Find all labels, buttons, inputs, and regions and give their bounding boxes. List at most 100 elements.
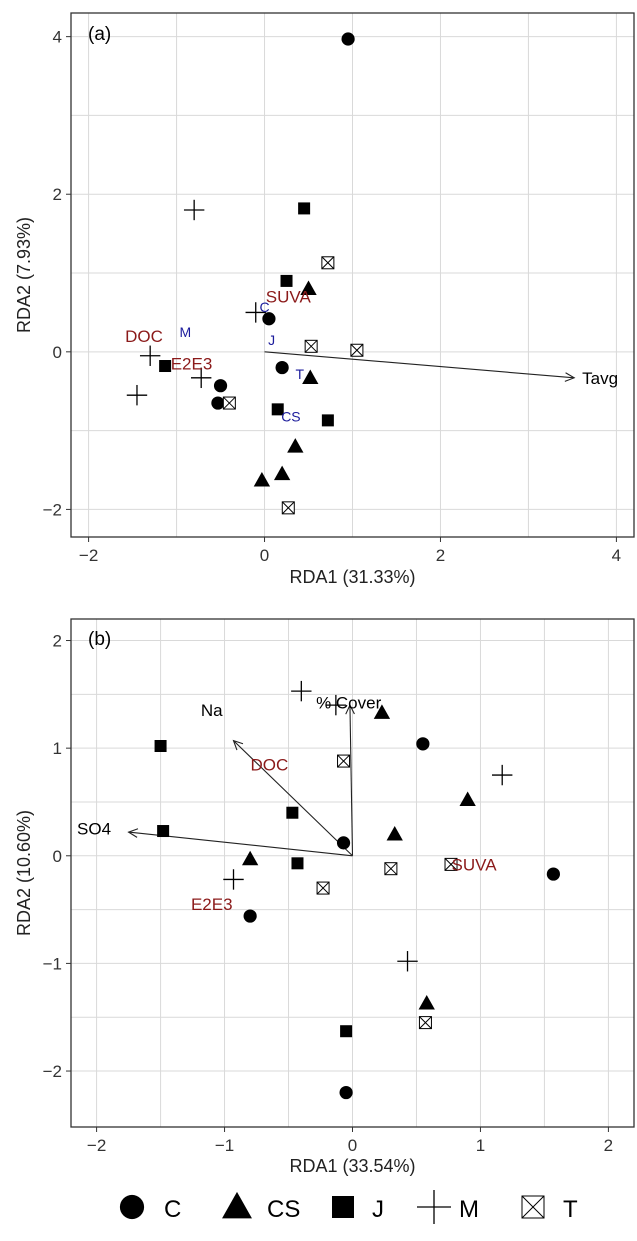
point-m bbox=[223, 869, 244, 890]
arrow-label: Tavg bbox=[582, 369, 618, 388]
legend-item-c: C bbox=[119, 1194, 181, 1223]
y-axis-label: RDA2 (10.60%) bbox=[14, 810, 34, 936]
point-cs bbox=[386, 825, 403, 841]
point-m bbox=[291, 680, 312, 702]
y-tick-label: 1 bbox=[53, 739, 62, 758]
point-m bbox=[492, 764, 513, 786]
response-label: E2E3 bbox=[191, 895, 233, 914]
point-j bbox=[298, 202, 311, 215]
panel-tag: (a) bbox=[88, 24, 111, 45]
point-j bbox=[280, 274, 293, 287]
square-icon bbox=[332, 1196, 354, 1218]
legend-label: M bbox=[459, 1196, 479, 1223]
arrow-label: SO4 bbox=[77, 819, 111, 838]
response-label: SUVA bbox=[266, 288, 312, 307]
response-label: SUVA bbox=[452, 855, 498, 874]
point-j bbox=[340, 1025, 353, 1038]
y-axis-label: RDA2 (7.93%) bbox=[14, 217, 34, 333]
legend: C CS J M T bbox=[119, 1190, 578, 1224]
site-label: C bbox=[259, 299, 269, 315]
legend-item-j: J bbox=[332, 1196, 384, 1223]
response-label: E2E3 bbox=[171, 355, 213, 374]
y-tick-label: 0 bbox=[53, 847, 62, 866]
point-m bbox=[397, 951, 418, 972]
legend-label: T bbox=[563, 1196, 578, 1223]
point-m bbox=[325, 694, 347, 716]
point-cs bbox=[300, 280, 317, 295]
plus-icon bbox=[417, 1190, 451, 1224]
y-tick-label: 2 bbox=[53, 185, 62, 204]
gridlines bbox=[71, 13, 634, 537]
point-j bbox=[157, 825, 170, 838]
response-label: DOC bbox=[125, 327, 163, 346]
circle-icon bbox=[119, 1194, 145, 1220]
x-tick-label: 4 bbox=[612, 546, 621, 565]
point-c bbox=[262, 312, 276, 326]
site-label: CS bbox=[281, 408, 300, 424]
legend-item-m: M bbox=[417, 1190, 479, 1224]
x-tick-label: 1 bbox=[476, 1136, 485, 1155]
response-label: DOC bbox=[250, 755, 288, 774]
x-tick-label: 0 bbox=[348, 1136, 357, 1155]
point-t bbox=[337, 754, 351, 768]
x-tick-label: −2 bbox=[87, 1136, 106, 1155]
legend-label: CS bbox=[267, 1196, 300, 1223]
point-t bbox=[304, 339, 318, 353]
arrow-label: Na bbox=[201, 701, 223, 720]
panel-a: −2 0 2 4 −2 0 2 4 RDA1 (31.33%) RDA2 (7.93%) (a) Ta… bbox=[14, 12, 635, 587]
boxcross-icon bbox=[521, 1195, 545, 1219]
x-axis-label: RDA1 (31.33%) bbox=[289, 567, 415, 587]
legend-label: J bbox=[372, 1196, 384, 1223]
point-t bbox=[418, 1016, 432, 1030]
site-label: M bbox=[180, 324, 192, 340]
x-tick-label: 2 bbox=[436, 546, 445, 565]
point-t bbox=[384, 862, 398, 876]
point-cs bbox=[302, 369, 319, 385]
gridlines bbox=[71, 619, 634, 1127]
y-tick-label: −1 bbox=[43, 954, 62, 973]
triangle-icon bbox=[222, 1191, 252, 1219]
point-c bbox=[416, 737, 430, 751]
point-cs bbox=[273, 465, 291, 481]
legend-item-t: T bbox=[521, 1195, 578, 1223]
point-m bbox=[139, 345, 161, 366]
point-c bbox=[275, 360, 289, 375]
point-t bbox=[222, 396, 236, 410]
point-c bbox=[341, 32, 355, 46]
point-m bbox=[183, 199, 205, 221]
point-j bbox=[286, 806, 299, 819]
point-c bbox=[339, 1085, 353, 1100]
point-c bbox=[211, 396, 225, 410]
x-tick-label: 2 bbox=[604, 1136, 613, 1155]
panel-tag: (b) bbox=[88, 629, 111, 650]
y-tick-label: −2 bbox=[43, 1062, 62, 1081]
point-cs bbox=[459, 791, 476, 807]
point-m bbox=[245, 302, 266, 323]
y-tick-label: 0 bbox=[53, 343, 62, 362]
point-m bbox=[126, 384, 148, 406]
y-tick-label: 2 bbox=[53, 632, 62, 651]
arrow-cover bbox=[345, 703, 355, 856]
point-t bbox=[444, 857, 458, 871]
point-j bbox=[291, 857, 304, 870]
point-j bbox=[154, 740, 167, 752]
x-tick-label: −2 bbox=[79, 546, 98, 565]
legend-item-cs: CS bbox=[222, 1191, 300, 1223]
point-j bbox=[159, 360, 172, 373]
site-label: J bbox=[268, 332, 275, 348]
legend-label: C bbox=[164, 1196, 181, 1223]
point-c bbox=[243, 909, 257, 923]
point-c bbox=[336, 836, 351, 850]
point-j bbox=[271, 403, 284, 416]
y-tick-label: −2 bbox=[43, 500, 62, 519]
point-cs bbox=[253, 471, 271, 487]
point-cs bbox=[418, 994, 435, 1010]
point-t bbox=[316, 881, 330, 895]
point-c bbox=[213, 379, 228, 393]
arrow-tavg bbox=[264, 351, 576, 382]
point-t bbox=[350, 343, 364, 357]
arrow-na bbox=[232, 739, 353, 857]
x-tick-label: −1 bbox=[215, 1136, 234, 1155]
